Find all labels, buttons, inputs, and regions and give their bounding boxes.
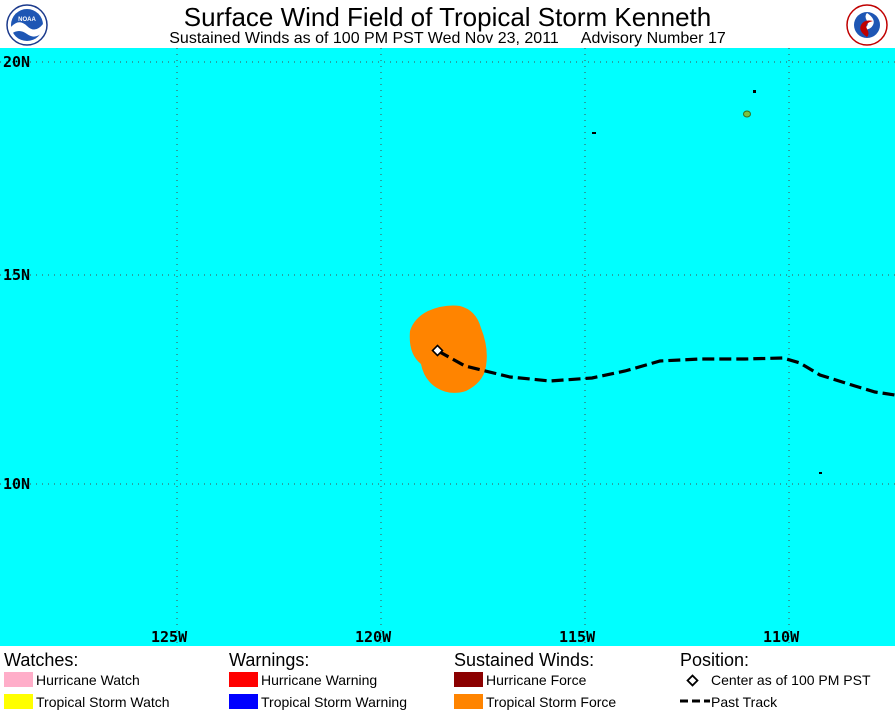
storm-center-marker	[431, 344, 444, 357]
noaa-logo: NOAA	[6, 4, 48, 46]
center-position-label: Center as of 100 PM PST	[711, 672, 871, 688]
lon-label-120w: 120W	[355, 628, 392, 646]
tropical-storm-force-label: Tropical Storm Force	[486, 694, 617, 710]
national-weather-service-logo	[846, 4, 888, 46]
lat-label-20n: 20N	[3, 53, 30, 71]
hurricane-force-swatch	[454, 672, 483, 687]
past-track-icon	[680, 699, 710, 703]
island-west	[592, 132, 596, 134]
island-south	[819, 472, 822, 474]
lon-label-115w: 115W	[559, 628, 596, 646]
tropical-storm-warning-label: Tropical Storm Warning	[261, 694, 408, 710]
lon-label-110w: 110W	[763, 628, 800, 646]
lat-label-15n: 15N	[3, 266, 30, 284]
tropical-storm-warning-swatch	[229, 694, 258, 709]
graticule	[0, 48, 895, 646]
tropical-storm-watch-label: Tropical Storm Watch	[36, 694, 170, 710]
legend-winds-heading: Sustained Winds:	[454, 650, 595, 670]
header: NOAA Surface Wind Field of Tropical Stor…	[0, 0, 895, 48]
map-title: Surface Wind Field of Tropical Storm Ken…	[183, 2, 712, 32]
past-track-line	[437, 349, 895, 397]
wind-field-map: 20N 15N 10N 125W 120W 115W 110W	[0, 48, 895, 646]
longitude-labels: 125W 120W 115W 110W	[151, 628, 800, 646]
hurricane-watch-label: Hurricane Watch	[36, 672, 140, 688]
tropical-storm-force-swatch	[454, 694, 483, 709]
map-subtitle: Sustained Winds as of 100 PM PST Wed Nov…	[0, 30, 895, 48]
island-socorro	[743, 110, 751, 118]
legend: Watches: Hurricane Watch Tropical Storm …	[0, 646, 895, 716]
hurricane-force-label: Hurricane Force	[486, 672, 587, 688]
islands	[592, 90, 822, 474]
subtitle-time: Sustained Winds as of 100 PM PST Wed Nov…	[169, 30, 559, 47]
latitude-labels: 20N 15N 10N	[3, 53, 30, 493]
lat-label-10n: 10N	[3, 475, 30, 493]
hurricane-watch-swatch	[4, 672, 33, 687]
legend-warnings-heading: Warnings:	[229, 650, 310, 670]
hurricane-warning-label: Hurricane Warning	[261, 672, 378, 688]
subtitle-advisory: Advisory Number 17	[580, 30, 726, 47]
island-north	[753, 90, 756, 93]
center-marker-icon	[686, 674, 699, 687]
past-track-label: Past Track	[711, 694, 778, 710]
legend-position-heading: Position:	[680, 650, 750, 670]
hurricane-warning-swatch	[229, 672, 258, 687]
lon-label-125w: 125W	[151, 628, 188, 646]
svg-text:NOAA: NOAA	[18, 17, 36, 23]
legend-watches-heading: Watches:	[4, 650, 79, 670]
tropical-storm-force-wind-field	[409, 305, 487, 393]
tropical-storm-watch-swatch	[4, 694, 33, 709]
